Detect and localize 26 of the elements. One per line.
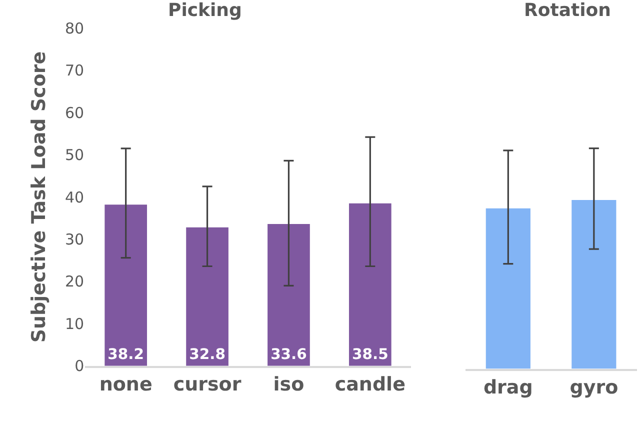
data-label: 38.2 [108,346,144,363]
chart-title: Rotation [524,0,611,21]
data-label: 38.5 [352,346,388,363]
x-tick-label: drag [483,376,533,398]
bar [268,224,310,366]
y-tick-label: 30 [65,230,84,248]
data-label: 33.6 [270,346,307,363]
chart-title: Picking [168,0,242,21]
bar [186,227,228,366]
y-axis-title: Subjective Task Load Score [28,51,50,343]
x-tick-label: iso [273,373,304,396]
y-tick-label: 80 [65,19,84,38]
bar [348,203,392,366]
x-tick-label: cursor [173,373,242,396]
y-tick-label: 40 [65,188,84,206]
x-tick-label: candle [334,373,406,396]
y-tick-label: 0 [74,357,84,376]
y-tick-label: 20 [65,272,84,291]
data-label: 32.8 [189,346,226,363]
y-tick-label: 50 [65,146,84,164]
y-tick-label: 70 [65,62,84,80]
bar [104,204,148,366]
x-tick-label: none [99,373,152,396]
x-tick-label: gyro [570,376,618,398]
y-tick-label: 10 [65,314,84,333]
y-tick-label: 60 [65,104,84,122]
